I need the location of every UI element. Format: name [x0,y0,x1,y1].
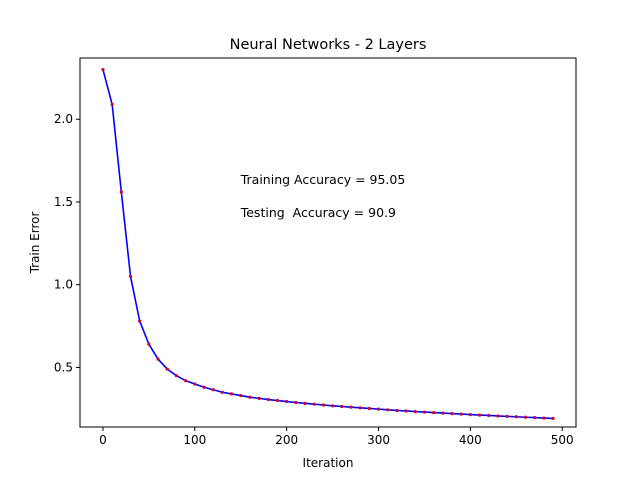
axes-frame [79,57,577,428]
data-point [450,411,454,416]
data-point [303,401,307,405]
data-point [285,399,289,404]
data-point [496,414,500,418]
data-point [257,396,261,400]
data-point [551,416,555,420]
x-tick-label: 500 [551,433,574,447]
y-tick-label: 1.5 [54,195,73,209]
data-point [110,102,114,106]
data-point [395,408,399,413]
data-point [468,412,472,417]
x-tick-label: 200 [275,433,298,447]
y-tick-label: 2.0 [54,112,73,126]
data-point [542,416,546,420]
data-point [330,404,335,408]
data-point [441,411,445,415]
plot-area [101,67,555,420]
data-point [128,274,133,279]
chart-title: Neural Networks - 2 Layers [230,37,427,53]
data-point [101,67,105,72]
data-point [533,415,537,420]
x-tick-label: 0 [99,433,107,447]
data-point [487,413,491,418]
training-accuracy-annotation: Training Accuracy = 95.05 [240,172,406,187]
testing-accuracy-annotation: Testing Accuracy = 90.9 [240,205,396,220]
data-point [340,404,344,409]
data-point [156,357,160,361]
y-tick-label: 0.5 [54,360,73,374]
data-point [376,407,381,411]
data-point [413,410,417,414]
y-tick-label: 1.0 [54,278,73,292]
x-tick-label: 400 [459,433,482,447]
data-point [514,415,518,419]
data-point [165,367,169,371]
data-point [312,402,316,406]
data-point [202,385,206,389]
data-point [432,411,436,415]
data-point [119,190,123,194]
data-point [229,392,234,396]
x-axis-label: Iteration [303,456,354,470]
data-point [266,397,270,402]
data-point [147,342,151,346]
data-point [386,408,390,412]
data-point [184,379,188,383]
data-point [239,393,243,398]
data-point [477,413,482,417]
data-point [294,400,298,405]
data-point [248,395,252,399]
y-axis-label: Train Error [28,212,42,275]
data-point [367,406,371,411]
data-point [138,319,142,323]
data-point [193,382,197,386]
data-point [275,398,280,403]
data-point [422,410,427,414]
data-point [174,374,179,378]
data-point [459,412,463,416]
axis-ticks: 0 100 200 300 400 500 0.5 1.0 1.5 2.0 [54,112,574,447]
data-point [220,390,224,394]
data-point [211,388,215,392]
data-point [349,405,353,409]
x-tick-label: 100 [183,433,206,447]
x-tick-label: 300 [367,433,390,447]
data-point [358,406,362,410]
data-point [321,403,326,407]
data-point [505,414,509,419]
data-point [404,409,408,413]
data-point [523,415,528,419]
